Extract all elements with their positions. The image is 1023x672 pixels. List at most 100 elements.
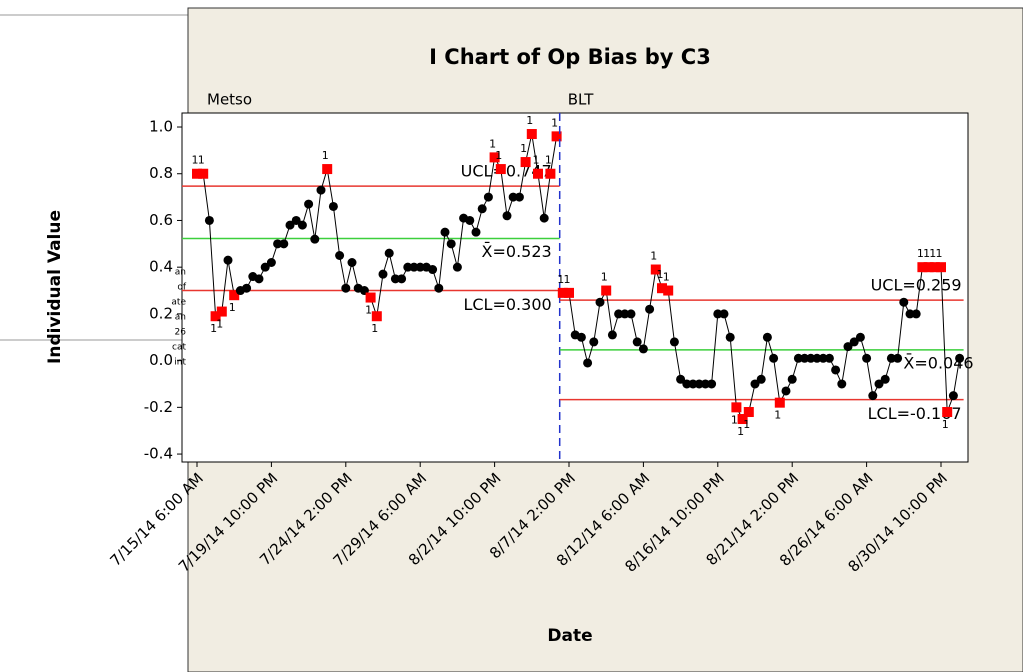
flagged-point <box>731 402 742 413</box>
flag-label: 1 <box>210 322 217 335</box>
data-point <box>787 374 797 384</box>
flagged-point <box>371 311 382 322</box>
side-fragment: an <box>175 313 186 323</box>
flagged-point <box>192 168 202 179</box>
data-point <box>428 265 438 275</box>
data-point <box>632 337 642 347</box>
side-fragment: 26 <box>175 328 187 338</box>
flag-label: 1 <box>216 318 223 331</box>
data-point <box>886 353 896 363</box>
flagged-point <box>198 168 209 179</box>
data-point <box>279 239 289 249</box>
data-point <box>378 269 388 279</box>
data-point <box>595 297 605 307</box>
flagged-point <box>365 292 376 303</box>
data-point <box>855 332 865 342</box>
data-point <box>874 379 884 389</box>
x-axis-label: Date <box>547 626 592 646</box>
flag-label: 1 <box>917 247 924 260</box>
flag-label: 1 <box>923 247 930 260</box>
plot-area <box>181 112 969 463</box>
data-point <box>880 374 890 384</box>
flagged-point <box>601 285 612 296</box>
data-point <box>948 391 958 401</box>
flagged-point <box>774 397 785 408</box>
y-tick-label: 0.4 <box>149 258 173 276</box>
data-point <box>583 358 593 368</box>
flag-label: 1 <box>489 137 496 150</box>
flagged-point <box>917 262 928 273</box>
data-point <box>390 274 400 284</box>
flagged-point <box>322 164 333 175</box>
data-point <box>868 391 878 401</box>
data-point <box>725 332 735 342</box>
data-point <box>341 283 351 293</box>
y-tick-label: 1.0 <box>149 118 173 136</box>
flagged-point <box>564 287 574 298</box>
flag-label: 1 <box>663 271 670 284</box>
ucl-label: UCL=0.259 <box>871 276 962 295</box>
data-point <box>899 297 909 307</box>
data-point <box>626 309 636 319</box>
data-point <box>446 239 456 249</box>
y-tick-label: -0.4 <box>144 445 173 463</box>
data-point <box>266 258 276 268</box>
data-point <box>397 274 407 284</box>
data-point <box>676 374 686 384</box>
data-point <box>614 309 624 319</box>
flag-label: 1 <box>557 273 564 286</box>
data-point <box>409 262 419 272</box>
data-point <box>793 353 803 363</box>
data-point <box>539 213 549 223</box>
flagged-point <box>520 157 531 168</box>
data-point <box>285 220 295 230</box>
data-point <box>607 330 617 340</box>
data-point <box>682 379 692 389</box>
flag-label: 1 <box>365 304 372 317</box>
flag-label: 1 <box>545 154 552 167</box>
flag-label: 1 <box>564 273 571 286</box>
data-point <box>806 353 816 363</box>
flagged-point <box>526 129 537 140</box>
data-point <box>843 342 853 352</box>
data-point <box>465 215 475 225</box>
data-point <box>452 262 462 272</box>
flag-label: 1 <box>942 418 949 431</box>
data-point <box>669 337 679 347</box>
data-point <box>812 353 822 363</box>
data-point <box>707 379 717 389</box>
data-point <box>769 353 779 363</box>
flag-label: 1 <box>743 418 750 431</box>
flagged-point <box>216 306 227 317</box>
flagged-point <box>210 311 221 322</box>
data-point <box>645 304 655 314</box>
data-point <box>514 192 524 202</box>
data-point <box>756 374 766 384</box>
data-point <box>310 234 320 244</box>
data-point <box>700 379 710 389</box>
data-point <box>849 337 859 347</box>
flagged-point <box>942 407 953 418</box>
data-point <box>223 255 233 265</box>
flag-label: 1 <box>526 114 533 127</box>
flag-label: 1 <box>737 425 744 438</box>
flag-label: 1 <box>551 116 558 129</box>
data-point <box>824 353 834 363</box>
y-tick-label: 0.8 <box>149 164 173 182</box>
side-fragment: of <box>177 283 187 293</box>
data-point <box>328 201 338 211</box>
data-point <box>589 337 599 347</box>
data-point <box>297 220 307 230</box>
chart-title: I Chart of Op Bias by C3 <box>429 45 711 69</box>
data-point <box>335 250 345 260</box>
flag-label: 1 <box>229 301 236 314</box>
data-point <box>800 353 810 363</box>
data-point <box>620 309 630 319</box>
flag-label: 1 <box>657 268 664 281</box>
data-point <box>818 353 828 363</box>
data-point <box>347 258 357 268</box>
data-point <box>483 192 493 202</box>
side-fragment: an <box>175 268 186 278</box>
data-point <box>688 379 698 389</box>
stage-label: BLT <box>568 91 595 109</box>
